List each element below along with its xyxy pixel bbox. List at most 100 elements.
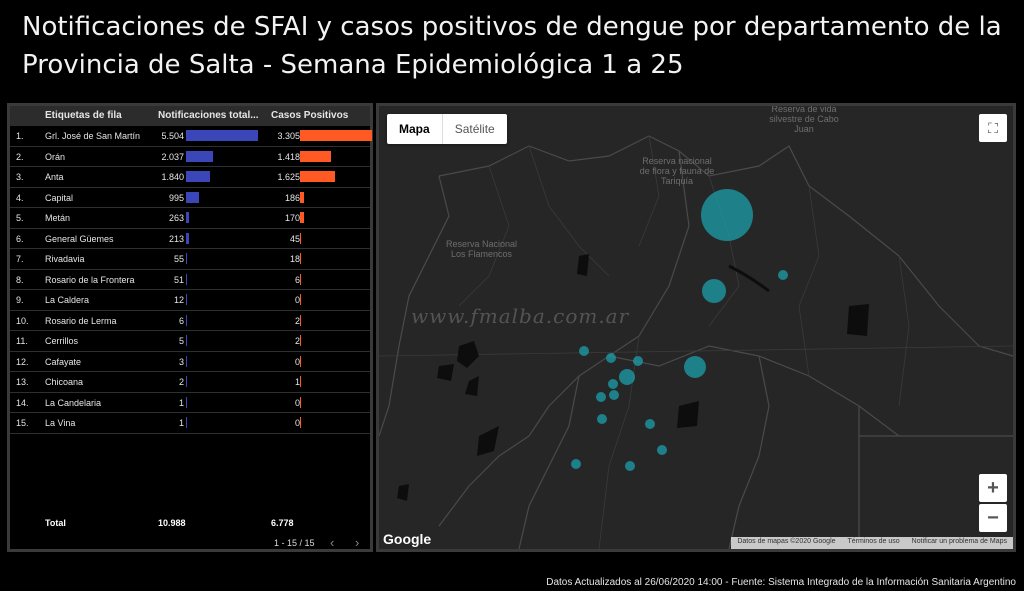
positive-cases-bar xyxy=(300,417,301,428)
notifications-value: 2 xyxy=(178,377,184,387)
positive-cases-value: 0 xyxy=(294,397,300,408)
positive-cases-bar xyxy=(300,314,301,326)
case-bubble[interactable] xyxy=(579,346,589,356)
notifications-value: 2.037 xyxy=(161,151,184,162)
positive-cases-bar xyxy=(300,294,301,305)
reserve-label: Reserva nacional de flora y fauna de Tar… xyxy=(639,156,715,186)
case-bubble[interactable] xyxy=(657,445,667,455)
tab-satellite[interactable]: Satélite xyxy=(441,114,507,144)
positive-cases-value: 170 xyxy=(284,213,300,223)
case-bubble[interactable] xyxy=(701,189,753,241)
case-bubbles xyxy=(571,189,788,471)
case-bubble[interactable] xyxy=(571,459,581,469)
row-label: Metán xyxy=(45,213,71,223)
case-bubble[interactable] xyxy=(606,353,616,363)
watermark-text: www.fmalba.com.ar xyxy=(411,304,630,328)
table-row[interactable]: 10. Rosario de Lerma 6 2 xyxy=(10,311,370,331)
notifications-bar xyxy=(186,417,187,428)
minus-icon[interactable]: − xyxy=(979,504,1007,532)
table-row[interactable]: 12. Cafayate 3 0 xyxy=(10,352,370,372)
notifications-bar xyxy=(186,191,200,203)
table-row[interactable]: 11. Cerrillos 5 2 xyxy=(10,331,370,352)
case-bubble[interactable] xyxy=(702,279,726,303)
notifications-bar xyxy=(186,314,187,326)
case-bubble[interactable] xyxy=(596,392,606,402)
tab-map[interactable]: Mapa xyxy=(399,122,430,136)
case-bubble[interactable] xyxy=(619,369,635,385)
terms-link[interactable]: Términos de uso xyxy=(847,538,900,545)
table-row[interactable]: 14. La Candelaria 1 0 xyxy=(10,393,370,413)
table-row[interactable]: 5. Metán 263 170 xyxy=(10,208,370,229)
table-row[interactable]: 15. La Vina 1 0 xyxy=(10,413,370,434)
table-row[interactable]: 7. Rivadavia 55 18 xyxy=(10,249,370,270)
notifications-bar xyxy=(186,253,187,264)
table-row[interactable]: 1. Grl. José de San Martín 5.504 3.305 xyxy=(10,126,372,147)
table-row[interactable]: 2. Orán 2.037 1.418 xyxy=(10,147,370,167)
header-row-labels[interactable]: Etiquetas de fila xyxy=(45,110,122,121)
case-bubble[interactable] xyxy=(778,270,788,280)
row-index: 14. xyxy=(16,397,29,408)
notifications-bar xyxy=(186,273,187,285)
table-row[interactable]: 3. Anta 1.840 1.625 xyxy=(10,167,370,188)
notifications-bar xyxy=(186,335,187,346)
case-bubble[interactable] xyxy=(609,390,619,400)
positive-cases-bar xyxy=(300,130,372,141)
case-bubble[interactable] xyxy=(684,356,706,378)
total-notifications: 10.988 xyxy=(158,518,186,528)
row-label: General Güemes xyxy=(45,233,114,244)
plus-icon[interactable]: + xyxy=(979,474,1007,502)
positive-cases-value: 45 xyxy=(289,233,300,244)
pivot-table-panel: Etiquetas de fila Notificaciones total..… xyxy=(7,103,373,552)
case-bubble[interactable] xyxy=(633,356,643,366)
fullscreen-icon[interactable]: ⛶ xyxy=(979,114,1007,142)
map-panel: Reserva de vida silvestre de Cabo Juan R… xyxy=(376,103,1016,552)
row-label: Grl. José de San Martín xyxy=(45,131,141,141)
reserve-label: Reserva de vida silvestre de Cabo Juan xyxy=(769,106,839,134)
row-index: 5. xyxy=(16,213,24,223)
table-row[interactable]: 9. La Caldera 12 0 xyxy=(10,290,370,311)
row-label: Rosario de Lerma xyxy=(45,315,117,326)
notifications-value: 55 xyxy=(173,254,184,264)
total-label: Total xyxy=(45,518,66,528)
case-bubble[interactable] xyxy=(597,414,607,424)
row-index: 11. xyxy=(16,336,28,346)
notifications-bar xyxy=(186,355,187,367)
notifications-value: 995 xyxy=(168,192,184,203)
notifications-bar xyxy=(186,294,187,305)
chevron-left-icon[interactable]: ‹ xyxy=(330,535,335,550)
row-index: 8. xyxy=(16,274,24,285)
positive-cases-value: 18 xyxy=(289,254,300,264)
table-row[interactable]: 13. Chicoana 2 1 xyxy=(10,372,370,393)
map-canvas[interactable]: Reserva de vida silvestre de Cabo Juan R… xyxy=(379,106,1013,549)
positive-cases-value: 0 xyxy=(294,356,300,367)
row-label: Rosario de la Frontera xyxy=(45,274,135,285)
notifications-value: 12 xyxy=(173,295,184,305)
header-positive-cases[interactable]: Casos Positivos xyxy=(271,110,349,121)
reserve-label: Reserva Nacional Los Flamencos xyxy=(445,239,518,259)
header-notifications[interactable]: Notificaciones total... xyxy=(158,110,259,121)
row-index: 6. xyxy=(16,233,24,244)
case-bubble[interactable] xyxy=(645,419,655,429)
table-row[interactable]: 8. Rosario de la Frontera 51 6 xyxy=(10,270,370,290)
table-row[interactable]: 6. General Güemes 213 45 xyxy=(10,229,370,249)
chevron-right-icon[interactable]: › xyxy=(355,535,360,550)
row-label: Rivadavia xyxy=(45,254,85,264)
notifications-value: 51 xyxy=(173,274,184,285)
case-bubble[interactable] xyxy=(625,461,635,471)
row-label: Chicoana xyxy=(45,377,84,387)
positive-cases-bar xyxy=(300,191,305,203)
positive-cases-bar xyxy=(300,273,301,285)
positive-cases-value: 6 xyxy=(294,274,300,285)
positive-cases-value: 3.305 xyxy=(277,131,300,141)
data-source-footer: Datos Actualizados al 26/06/2020 14:00 -… xyxy=(546,577,1016,588)
notifications-value: 1.840 xyxy=(161,172,184,182)
table-row[interactable]: 4. Capital 995 186 xyxy=(10,188,370,208)
table-header: Etiquetas de fila Notificaciones total..… xyxy=(10,106,370,126)
row-label: La Vina xyxy=(45,418,76,428)
row-index: 2. xyxy=(16,151,24,162)
report-link[interactable]: Notificar un problema de Maps xyxy=(911,538,1007,545)
positive-cases-bar xyxy=(300,232,301,244)
case-bubble[interactable] xyxy=(608,379,618,389)
positive-cases-value: 0 xyxy=(294,295,300,305)
page-title: Notificaciones de SFAI y casos positivos… xyxy=(22,12,1002,80)
